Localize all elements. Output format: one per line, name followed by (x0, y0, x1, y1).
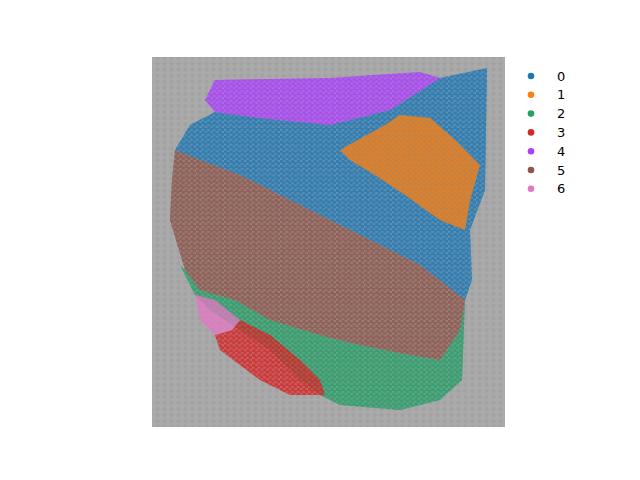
cluster-spots (195, 295, 240, 335)
legend-marker (528, 110, 535, 117)
cluster-spots (205, 72, 440, 125)
fiducial-spots (152, 57, 505, 427)
legend-label: 5 (557, 163, 565, 178)
cluster-region (340, 115, 480, 230)
legend-marker (528, 148, 535, 155)
legend-label: 0 (557, 69, 565, 84)
chart: 0 1 2 3 4 5 6 (0, 0, 640, 480)
spots (170, 68, 487, 410)
legend-marker (528, 73, 535, 80)
legend: 0 1 2 3 4 5 6 (528, 69, 566, 197)
legend-label: 3 (557, 125, 565, 140)
legend-marker (528, 186, 535, 193)
cluster-spots (170, 150, 465, 360)
cluster-spots (340, 115, 480, 230)
legend-label: 4 (557, 144, 565, 159)
tissue-image (152, 57, 505, 427)
legend-label: 2 (557, 106, 565, 121)
legend-label: 1 (557, 87, 565, 102)
legend-marker (528, 129, 535, 136)
cluster-region (195, 295, 240, 335)
cluster-region (205, 72, 440, 125)
cluster-region (170, 150, 465, 360)
legend-marker (528, 167, 535, 174)
legend-label: 6 (557, 181, 565, 196)
legend-marker (528, 92, 535, 99)
